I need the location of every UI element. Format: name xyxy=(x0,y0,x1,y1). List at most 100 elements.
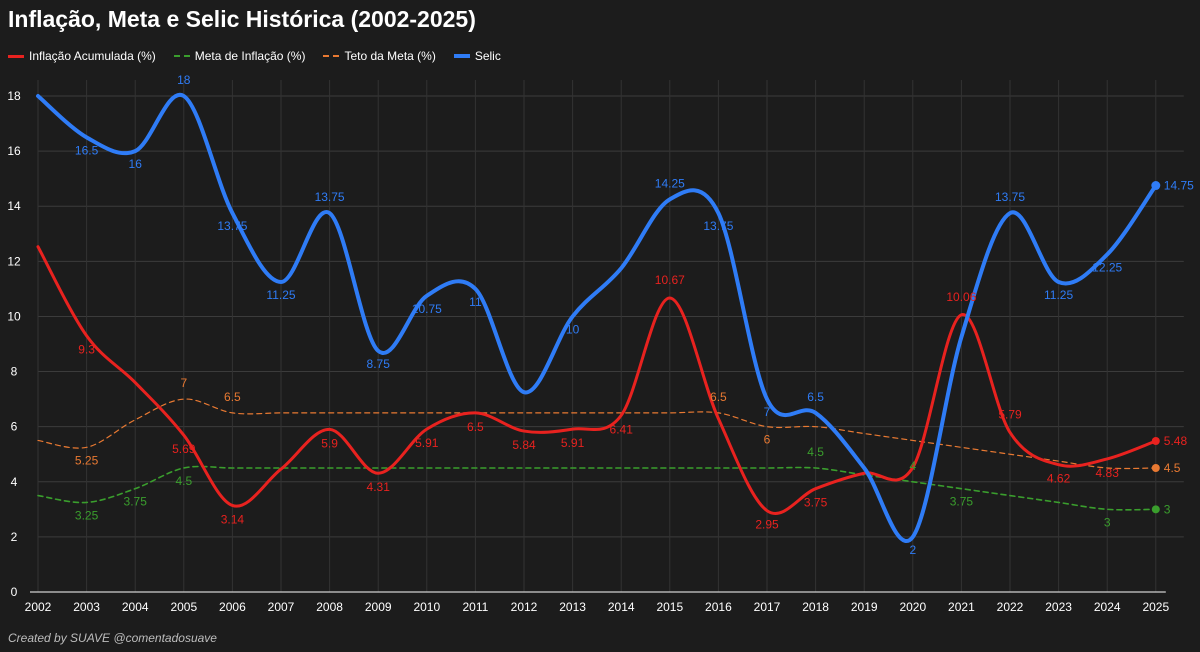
x-tick-label: 2003 xyxy=(73,600,100,614)
data-label-meta: 3.75 xyxy=(124,495,148,509)
data-label-inflacao: 5.91 xyxy=(415,436,439,450)
data-label-inflacao: 3.14 xyxy=(221,512,245,526)
x-tick-label: 2017 xyxy=(754,600,781,614)
data-label-inflacao: 6.5 xyxy=(467,420,484,434)
y-tick-label: 14 xyxy=(7,199,21,213)
x-tick-label: 2019 xyxy=(851,600,878,614)
x-tick-label: 2008 xyxy=(316,600,343,614)
end-point-teto xyxy=(1151,464,1160,472)
y-tick-label: 10 xyxy=(7,309,21,323)
data-label-meta: 4.5 xyxy=(807,445,824,459)
legend-item-meta[interactable]: Meta de Inflação (%) xyxy=(173,49,306,63)
data-label-inflacao: 10.67 xyxy=(655,273,685,287)
data-label-selic: 6.5 xyxy=(807,390,824,404)
data-label-inflacao: 5.9 xyxy=(321,436,338,450)
end-point-selic xyxy=(1151,181,1161,191)
y-tick-label: 12 xyxy=(7,254,21,268)
y-tick-label: 18 xyxy=(7,89,21,103)
data-label-inflacao: 6.41 xyxy=(610,422,634,436)
data-label-selic: 18 xyxy=(177,73,191,87)
data-label-selic: 16 xyxy=(129,157,143,171)
legend-swatch-inflacao xyxy=(8,54,24,58)
chart-title: Inflação, Meta e Selic Histórica (2002-2… xyxy=(8,6,476,32)
legend: Inflação Acumulada (%) Meta de Inflação … xyxy=(8,47,519,65)
legend-swatch-meta xyxy=(173,55,190,57)
data-label-selic: 14.25 xyxy=(655,176,685,190)
data-label-selic: 7 xyxy=(764,405,771,419)
data-label-selic: 12.25 xyxy=(1092,260,1122,274)
data-label-inflacao: 4.62 xyxy=(1047,472,1071,486)
data-label-selic: 8.75 xyxy=(367,357,391,371)
data-label-meta: 3 xyxy=(1104,515,1111,529)
x-tick-label: 2007 xyxy=(268,600,295,614)
legend-item-selic[interactable]: Selic xyxy=(453,49,501,63)
x-tick-label: 2024 xyxy=(1094,600,1121,614)
x-tick-label: 2025 xyxy=(1142,600,1169,614)
data-label-selic: 10 xyxy=(566,322,580,336)
y-tick-label: 8 xyxy=(11,365,18,379)
data-label-inflacao: 4.31 xyxy=(367,480,391,494)
y-tick-label: 16 xyxy=(7,144,21,158)
legend-label-teto: Teto da Meta (%) xyxy=(344,49,436,63)
data-label-teto: 4.5 xyxy=(1164,461,1181,475)
x-tick-label: 2021 xyxy=(948,600,975,614)
data-label-selic: 14.75 xyxy=(1164,179,1194,193)
data-label-meta: 4 xyxy=(909,459,916,473)
data-label-teto: 6 xyxy=(764,433,771,447)
x-tick-label: 2011 xyxy=(462,600,488,614)
data-label-teto: 5.25 xyxy=(75,453,99,467)
data-label-inflacao: 5.79 xyxy=(998,407,1022,421)
data-label-selic: 11.25 xyxy=(1044,288,1073,302)
y-tick-label: 2 xyxy=(11,530,18,544)
series-line-inflacao xyxy=(36,245,1158,515)
data-label-inflacao: 5.84 xyxy=(512,438,536,452)
legend-label-inflacao: Inflação Acumulada (%) xyxy=(29,49,156,63)
data-label-inflacao: 5.91 xyxy=(561,436,585,450)
legend-swatch-teto xyxy=(323,55,340,57)
x-tick-label: 2020 xyxy=(899,600,926,614)
data-label-selic: 13.75 xyxy=(995,190,1025,204)
legend-item-inflacao[interactable]: Inflação Acumulada (%) xyxy=(8,49,156,63)
data-label-meta: 3.25 xyxy=(75,508,99,522)
series-line-selic xyxy=(36,92,1158,543)
data-label-selic: 13.75 xyxy=(703,219,733,233)
legend-label-meta: Meta de Inflação (%) xyxy=(194,49,306,63)
y-tick-label: 4 xyxy=(11,475,18,489)
x-tick-label: 2022 xyxy=(997,600,1024,614)
data-label-inflacao: 2.95 xyxy=(755,518,779,532)
data-label-teto: 6.5 xyxy=(224,390,241,404)
data-label-inflacao: 9.3 xyxy=(78,343,95,357)
data-label-selic: 11 xyxy=(469,295,482,309)
x-tick-label: 2023 xyxy=(1045,600,1072,614)
data-label-meta: 4.5 xyxy=(175,474,192,488)
data-label-inflacao: 5.69 xyxy=(172,442,196,456)
end-point-inflacao xyxy=(1151,436,1160,445)
data-label-teto: 6.5 xyxy=(710,390,727,404)
x-tick-label: 2012 xyxy=(511,600,538,614)
y-tick-label: 6 xyxy=(11,420,18,434)
data-label-selic: 13.75 xyxy=(217,219,247,233)
data-label-selic: 10.75 xyxy=(412,302,442,316)
data-label-selic: 2 xyxy=(909,543,916,557)
legend-swatch-selic xyxy=(453,54,470,58)
end-point-meta xyxy=(1151,505,1160,514)
x-tick-label: 2015 xyxy=(656,600,683,614)
footer-credit: Created by SUAVE @comentadosuave xyxy=(8,631,217,645)
x-tick-label: 2005 xyxy=(170,600,197,614)
data-label-inflacao: 4.83 xyxy=(1096,466,1120,480)
data-label-inflacao: 10.06 xyxy=(946,290,976,304)
legend-label-selic: Selic xyxy=(474,49,501,63)
y-tick-label: 0 xyxy=(11,585,18,599)
legend-item-teto[interactable]: Teto da Meta (%) xyxy=(323,49,436,63)
data-label-meta: 3.75 xyxy=(950,495,974,509)
x-tick-label: 2016 xyxy=(705,600,732,614)
data-label-selic: 11.25 xyxy=(266,288,295,302)
x-tick-label: 2013 xyxy=(559,600,586,614)
series-line-meta xyxy=(37,465,1157,511)
x-tick-label: 2002 xyxy=(25,600,52,614)
data-label-selic: 13.75 xyxy=(315,190,345,204)
x-tick-label: 2018 xyxy=(802,600,829,614)
data-label-inflacao: 5.48 xyxy=(1164,434,1188,448)
data-label-teto: 7 xyxy=(180,376,187,390)
